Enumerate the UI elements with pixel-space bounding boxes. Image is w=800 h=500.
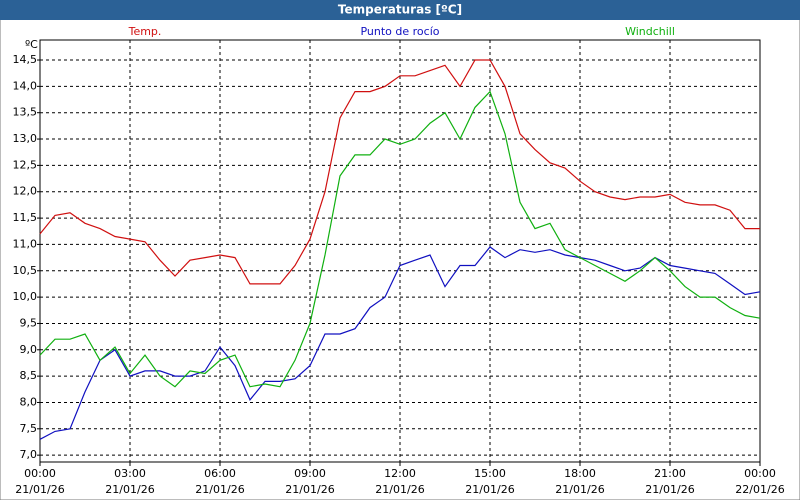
y-tick-label: 9,5 bbox=[20, 316, 38, 329]
y-tick-label: 8,5 bbox=[20, 369, 38, 382]
x-tick-label: 21:00 bbox=[654, 467, 686, 480]
y-tick-label: 14,5 bbox=[13, 53, 38, 66]
y-tick-label: 8,0 bbox=[20, 395, 38, 408]
y-tick-label: 13,5 bbox=[13, 106, 38, 119]
series-line bbox=[39, 246, 761, 440]
x-tick-date: 21/01/26 bbox=[645, 483, 694, 496]
x-tick-date: 21/01/26 bbox=[465, 483, 514, 496]
y-tick-label: 13,0 bbox=[13, 132, 38, 145]
chart-title: Temperaturas [ºC] bbox=[338, 3, 462, 17]
legend-label: Temp. bbox=[128, 25, 162, 38]
y-tick-label: 11,0 bbox=[13, 237, 38, 250]
y-tick-label: 10,0 bbox=[13, 290, 38, 303]
y-tick-label: 7,0 bbox=[20, 448, 38, 461]
x-tick-label: 18:00 bbox=[564, 467, 596, 480]
series-line bbox=[39, 90, 761, 388]
legend-label: Punto de rocío bbox=[360, 25, 439, 38]
series-line bbox=[39, 59, 760, 285]
y-tick-label: 7,5 bbox=[20, 422, 38, 435]
x-tick-date: 21/01/26 bbox=[105, 483, 154, 496]
y-tick-label: 10,5 bbox=[13, 264, 38, 277]
x-tick-date: 21/01/26 bbox=[15, 483, 64, 496]
x-tick-date: 21/01/26 bbox=[195, 483, 244, 496]
title-bar bbox=[0, 0, 800, 20]
x-tick-label: 06:00 bbox=[204, 467, 236, 480]
x-tick-label: 12:00 bbox=[384, 467, 416, 480]
y-tick-label: 12,5 bbox=[13, 158, 38, 171]
x-tick-label: 03:00 bbox=[114, 467, 146, 480]
x-tick-label: 00:00 bbox=[744, 467, 776, 480]
x-tick-date: 21/01/26 bbox=[285, 483, 334, 496]
x-tick-label: 00:00 bbox=[24, 467, 56, 480]
x-tick-label: 15:00 bbox=[474, 467, 506, 480]
x-tick-label: 09:00 bbox=[294, 467, 326, 480]
x-tick-date: 21/01/26 bbox=[375, 483, 424, 496]
y-unit: ºC bbox=[25, 38, 38, 51]
y-tick-label: 14,0 bbox=[13, 79, 38, 92]
y-tick-label: 11,5 bbox=[13, 211, 38, 224]
legend-label: Windchill bbox=[625, 25, 675, 38]
x-tick-date: 22/01/26 bbox=[735, 483, 784, 496]
y-tick-label: 12,0 bbox=[13, 185, 38, 198]
y-tick-label: 9,0 bbox=[20, 343, 38, 356]
x-tick-date: 21/01/26 bbox=[555, 483, 604, 496]
